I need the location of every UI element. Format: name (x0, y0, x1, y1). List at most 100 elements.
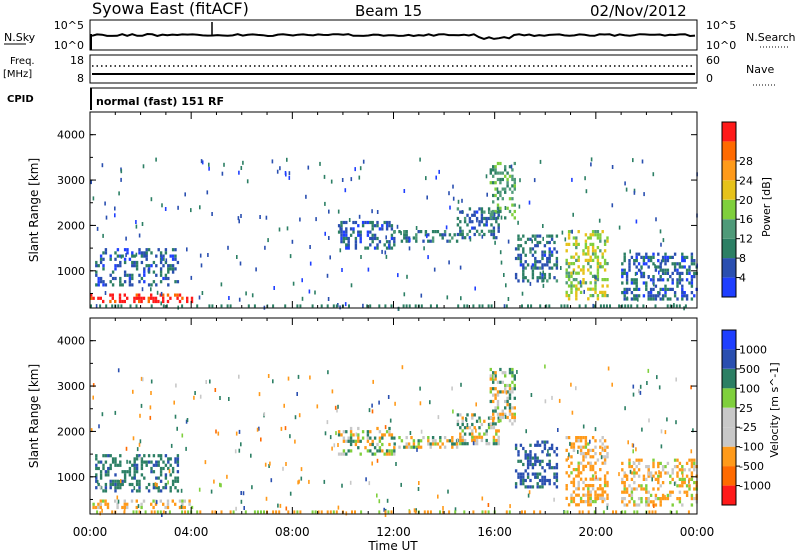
echo-cell (159, 457, 163, 461)
echo-cell (599, 493, 602, 497)
echo-cell (128, 276, 132, 281)
echo-cell (601, 436, 604, 440)
echo-cell (661, 493, 665, 497)
echo-cell (174, 254, 177, 258)
echo-cell (349, 433, 353, 437)
echo-cell (524, 478, 527, 483)
echo-cell (123, 257, 127, 261)
echo-cell (633, 471, 636, 475)
echo-cell (286, 226, 289, 231)
echo-cell (570, 262, 573, 266)
echo-cell (348, 304, 350, 308)
echo-cell (174, 479, 177, 483)
echo-cell (531, 485, 535, 489)
echo-cell (340, 230, 343, 234)
echo-cell (618, 225, 621, 230)
echo-cell (536, 485, 539, 489)
echo-cell (412, 445, 416, 449)
echo-cell (575, 503, 578, 507)
echo-cell (558, 398, 561, 403)
echo-cell (388, 240, 391, 244)
echo-cell (107, 473, 110, 477)
echo-cell (565, 448, 568, 452)
echo-cell (681, 294, 684, 298)
echo-cell (238, 219, 240, 224)
echo-cell (393, 230, 396, 234)
echo-cell (522, 250, 525, 254)
echo-cell (135, 457, 139, 461)
echo-cell (487, 216, 491, 221)
echo-cell (116, 479, 120, 483)
echo-cell (571, 410, 574, 415)
echo-cell (494, 240, 496, 245)
echo-cell (97, 264, 100, 268)
echo-cell (599, 477, 602, 481)
echo-cell (527, 304, 529, 308)
echo-cell (340, 236, 343, 241)
echo-cell (501, 171, 504, 175)
colorbar-segment (722, 160, 736, 181)
echo-cell (147, 299, 150, 304)
colorbar-tick-label: 24 (739, 174, 753, 187)
echo-cell (659, 291, 661, 296)
echo-cell (114, 299, 117, 304)
echo-cell (443, 230, 447, 234)
echo-cell (534, 250, 537, 254)
echo-cell (339, 248, 342, 253)
echo-cell (345, 230, 348, 234)
velocity-ylabel: Slant Range [km] (27, 364, 41, 468)
echo-cell (690, 259, 694, 263)
echo-cell (220, 304, 223, 308)
echo-cell (647, 265, 650, 269)
echo-cell (555, 475, 559, 479)
echo-cell (332, 304, 335, 308)
echo-cell (587, 503, 590, 507)
x-tick-label: 20:00 (579, 525, 614, 539)
echo-cell (388, 452, 391, 456)
echo-cell (647, 255, 650, 259)
echo-cell (504, 414, 507, 419)
echo-cell (589, 255, 592, 259)
echo-cell (676, 465, 679, 469)
echo-cell (118, 191, 120, 196)
echo-cell (427, 233, 430, 237)
echo-cell (661, 465, 665, 469)
echo-cell (513, 415, 516, 420)
echo-cell (575, 278, 578, 282)
echo-cell (582, 436, 585, 440)
echo-cell (140, 460, 144, 464)
echo-cell (601, 442, 604, 446)
echo-cell (235, 506, 237, 511)
echo-cell (688, 268, 691, 272)
echo-cell (690, 461, 694, 465)
echo-cell (412, 442, 416, 446)
echo-cell (111, 293, 114, 297)
echo-cell (671, 255, 674, 259)
echo-cell (496, 406, 500, 410)
echo-cell (603, 480, 607, 484)
echo-cell (359, 230, 362, 234)
colorbar-tick-label: 4 (739, 272, 746, 285)
echo-cell (591, 436, 595, 440)
echo-cell (429, 442, 432, 446)
echo-cell (508, 174, 512, 178)
echo-cell (135, 304, 138, 308)
echo-cell (99, 280, 103, 284)
echo-cell (111, 296, 114, 300)
echo-cell (473, 232, 476, 237)
echo-cell (457, 304, 460, 308)
echo-cell (97, 283, 100, 287)
echo-cell (508, 393, 512, 397)
echo-cell (637, 468, 641, 472)
echo-cell (508, 367, 512, 372)
echo-cell (138, 486, 141, 490)
echo-cell (102, 489, 105, 493)
echo-cell (397, 273, 399, 278)
echo-cell (369, 236, 372, 241)
echo-cell (183, 505, 186, 510)
echo-cell (162, 276, 165, 281)
echo-cell (649, 493, 653, 497)
echo-cell (499, 193, 502, 198)
echo-cell (513, 216, 516, 220)
echo-cell (324, 231, 326, 236)
